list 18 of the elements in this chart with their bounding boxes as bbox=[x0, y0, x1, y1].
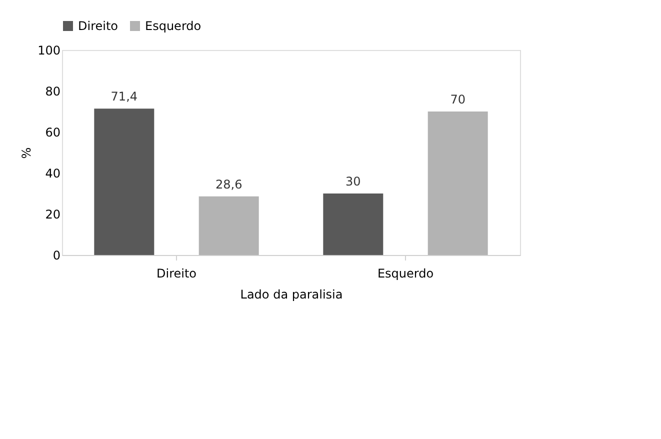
y-tick-label: 80 bbox=[45, 84, 60, 98]
bar bbox=[323, 194, 384, 255]
y-tick-label: 60 bbox=[45, 126, 60, 140]
bar bbox=[428, 112, 488, 255]
y-tick-label: 100 bbox=[38, 44, 60, 58]
bar bbox=[94, 108, 154, 255]
data-label: 70 bbox=[450, 92, 466, 106]
data-label: 71,4 bbox=[110, 90, 138, 104]
data-label: 28,6 bbox=[215, 177, 242, 192]
data-label: 30 bbox=[346, 174, 361, 188]
y-tick-label: 40 bbox=[45, 166, 60, 180]
y-tick-label: 0 bbox=[52, 248, 60, 262]
legend-label: Esquerdo bbox=[145, 19, 202, 33]
y-axis-title: % bbox=[20, 147, 34, 159]
bar bbox=[198, 196, 259, 255]
y-tick-label: 20 bbox=[45, 208, 60, 222]
legend-label: Direito bbox=[78, 19, 118, 33]
x-axis-title: Lado da paralisia bbox=[240, 288, 343, 302]
